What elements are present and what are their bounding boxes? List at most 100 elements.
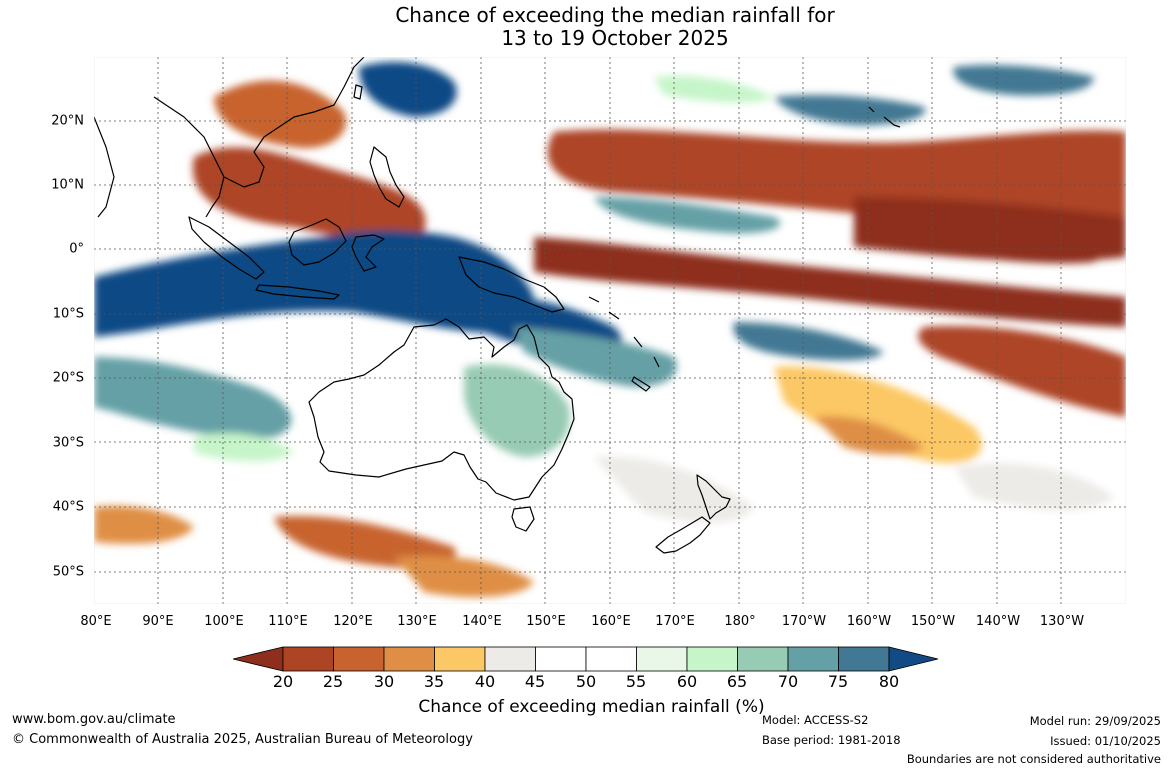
base-period-text: Base period: 1981-2018 xyxy=(762,733,901,747)
longitude-label: 180° xyxy=(724,614,756,629)
title-line-1: Chance of exceeding the median rainfall … xyxy=(395,3,835,27)
colorbar-tick: 40 xyxy=(474,672,496,691)
longitude-label: 150°E xyxy=(526,614,566,629)
wet-region xyxy=(514,327,677,387)
colorbar-tick: 80 xyxy=(878,672,900,691)
colorbar-segment xyxy=(484,646,536,672)
longitude-label: 130°W xyxy=(1039,614,1085,629)
colorbar-segment xyxy=(282,646,334,672)
colorbar-tick: 60 xyxy=(676,672,698,691)
disclaimer-text: Boundaries are not considered authoritat… xyxy=(906,752,1161,766)
new-caledonia-coastline xyxy=(631,376,651,392)
hawaii-coastline xyxy=(868,106,901,128)
india-coastline xyxy=(94,116,115,218)
dry-region xyxy=(274,516,456,569)
colorbar-segment xyxy=(636,646,688,672)
malay-peninsula-coastline xyxy=(205,176,225,218)
wet-region xyxy=(733,322,884,361)
longitude-label: 170°E xyxy=(655,614,695,629)
wet-region xyxy=(194,432,294,462)
colorbar-tick: 75 xyxy=(827,672,849,691)
indochina-coastline xyxy=(153,57,365,188)
colorbar-segment xyxy=(585,646,637,672)
title-line-2: 13 to 19 October 2025 xyxy=(501,26,729,50)
rainfall-map xyxy=(94,57,1126,604)
wet-region xyxy=(594,197,781,234)
longitude-label: 170°W xyxy=(781,614,827,629)
colorbar-tick: 45 xyxy=(524,672,546,691)
coastlines xyxy=(94,57,901,554)
longitude-label: 90°E xyxy=(142,614,174,629)
website-link[interactable]: www.bom.gov.au/climate xyxy=(12,712,176,727)
sulawesi-coastline xyxy=(351,234,385,272)
latitude-label: 30°S xyxy=(52,435,84,451)
longitude-label: 100°E xyxy=(204,614,244,629)
longitude-label: 150°W xyxy=(910,614,956,629)
wet-region xyxy=(94,357,292,438)
neutral-region xyxy=(594,456,754,523)
rainfall-probability-field xyxy=(94,62,1126,598)
borneo-coastline xyxy=(288,218,347,266)
australia-coastline xyxy=(308,318,575,501)
new-zealand-north-coastline xyxy=(696,474,731,520)
sumatra-coastline xyxy=(188,216,265,280)
model-run-text: Model run: 29/09/2025 xyxy=(1029,714,1161,728)
dry-region xyxy=(774,366,982,463)
colorbar-segment xyxy=(838,646,890,672)
colorbar-tick: 70 xyxy=(777,672,799,691)
colorbar-segment xyxy=(383,646,435,672)
longitude-label: 160°E xyxy=(591,614,631,629)
wet-region xyxy=(774,95,926,126)
colorbar-tick: 65 xyxy=(726,672,748,691)
latitude-label: 0° xyxy=(69,241,84,257)
colorbar-segment xyxy=(888,646,939,672)
pacific-islands-coastline xyxy=(588,296,660,368)
colorbar xyxy=(233,646,939,672)
colorbar-segment xyxy=(535,646,587,672)
latitude-label: 20°S xyxy=(52,370,84,386)
colorbar-tick: 50 xyxy=(575,672,597,691)
java-coastline xyxy=(255,284,340,300)
latitude-label: 10°S xyxy=(52,306,84,322)
dry-region xyxy=(394,555,534,598)
dry-region xyxy=(94,505,194,544)
longitude-label: 140°W xyxy=(975,614,1021,629)
colorbar-segment xyxy=(434,646,486,672)
dry-region xyxy=(814,416,924,455)
latitude-label: 50°S xyxy=(52,564,84,580)
colorbar-segment xyxy=(737,646,789,672)
longitude-label: 80°E xyxy=(80,614,112,629)
wet-region xyxy=(464,364,570,457)
colorbar-tick: 30 xyxy=(373,672,395,691)
latitude-label: 20°N xyxy=(51,113,84,129)
taiwan-coastline xyxy=(353,84,363,100)
colorbar-tick: 20 xyxy=(272,672,294,691)
tasmania-coastline xyxy=(511,506,535,532)
neutral-region xyxy=(954,463,1114,511)
issued-text: Issued: 01/10/2025 xyxy=(1050,734,1161,748)
wet-region xyxy=(654,75,774,103)
longitude-label: 140°E xyxy=(462,614,502,629)
dry-region xyxy=(863,205,1102,264)
colorbar-segment xyxy=(686,646,738,672)
colorbar-tick: 55 xyxy=(625,672,647,691)
map-title: Chance of exceeding the median rainfall … xyxy=(0,4,1173,50)
dry-region xyxy=(534,237,1126,327)
latitude-label: 40°S xyxy=(52,499,84,515)
longitude-label: 120°E xyxy=(333,614,373,629)
copyright-text: © Commonwealth of Australia 2025, Austra… xyxy=(12,732,473,747)
longitude-label: 130°E xyxy=(397,614,437,629)
colorbar-segment xyxy=(333,646,385,672)
dry-region xyxy=(192,147,426,240)
longitude-label: 160°W xyxy=(846,614,892,629)
latitude-label: 10°N xyxy=(51,177,84,193)
longitude-label: 110°E xyxy=(268,614,308,629)
graticule xyxy=(94,57,1126,604)
model-text: Model: ACCESS-S2 xyxy=(762,713,869,727)
colorbar-tick: 25 xyxy=(322,672,344,691)
dry-region xyxy=(214,80,346,148)
philippines-coastline xyxy=(369,146,405,208)
colorbar-segment xyxy=(233,646,284,672)
new-guinea-coastline xyxy=(458,256,565,313)
colorbar-title: Chance of exceeding median rainfall (%) xyxy=(418,697,765,717)
